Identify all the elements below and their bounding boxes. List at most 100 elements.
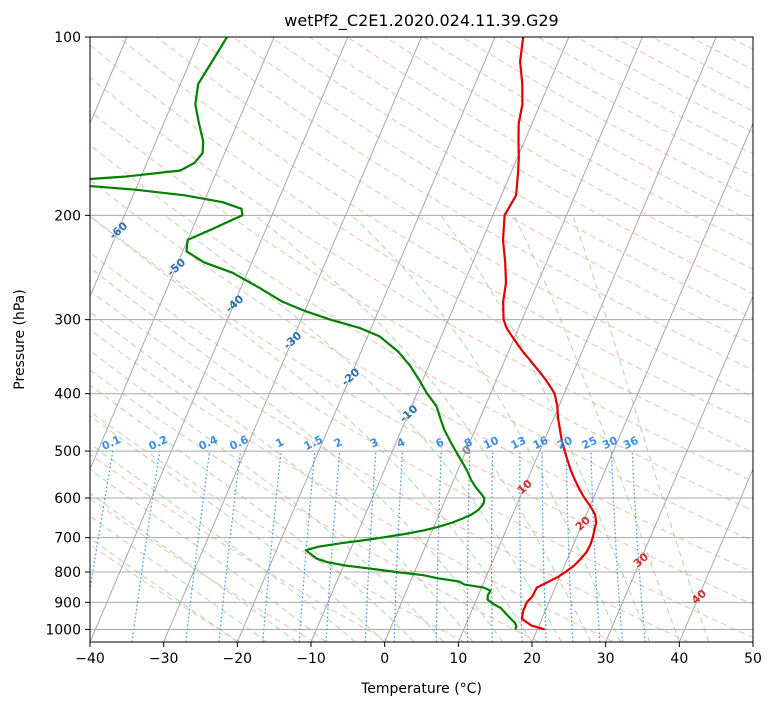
x-tick-label: 30 [597,651,615,667]
mixing-ratio-line [218,451,242,642]
isotherm-label: -70 [49,182,73,205]
mixing-ratio-label: 16 [531,434,551,452]
dewpoint-profile-line [90,37,518,630]
mixing-ratio-label: 13 [509,434,528,452]
dry-adiabat-line [461,37,753,200]
moist-adiabat-line [513,215,680,642]
mixing-ratio-line [325,451,341,642]
isotherm-line [752,640,753,642]
y-tick-label: 200 [54,208,81,224]
dry-adiabat-line [90,76,753,482]
y-tick-label: 100 [54,30,81,46]
isotherm-label: -20 [339,366,363,389]
x-tick-label: 0 [380,651,389,667]
dry-adiabat-line [90,44,753,453]
mixing-ratio-label: 0.2 [147,433,170,453]
moist-adiabat-line [90,311,474,642]
x-tick-label: −30 [149,651,179,667]
x-tick-label: 20 [523,651,541,667]
x-axis-title: Temperature (°C) [360,681,482,697]
mixing-ratio-line [298,451,316,642]
mixing-ratio-label: 0.4 [197,433,220,453]
dry-adiabat-line [90,144,753,542]
mixing-ratio-line [90,450,114,594]
isotherm-line [678,467,753,642]
mixing-ratio-label: 25 [580,434,599,452]
isotherm-label: 10 [515,477,535,497]
dry-adiabat-line [90,498,315,642]
mixing-ratio-line [185,451,211,642]
series-layer [90,37,598,631]
dry-adiabat-line [156,37,753,398]
isotherm-line [163,37,422,642]
mixing-ratio-label: 6 [434,435,447,450]
moist-adiabat-line [90,267,503,642]
x-tick-label: 40 [670,651,688,667]
dry-adiabat-line [232,37,753,345]
y-tick-label: 300 [54,313,81,329]
temperature-profile-line [501,37,598,631]
moist-adiabat-line [90,350,444,642]
dry-adiabat-line [90,453,390,642]
y-tick-label: 900 [54,595,81,611]
moist-adiabat-line [440,215,651,642]
moist-adiabat-line [90,415,386,642]
dry-adiabat-line [728,37,753,50]
x-tick-label: −40 [75,651,105,667]
mixing-ratio-label: 1 [273,435,285,450]
isotherm-label: -30 [281,329,305,352]
dry-adiabat-line [270,37,753,320]
moist-adiabat-line [90,215,533,642]
moist-adiabat-line [90,384,415,642]
y-tick-label: 700 [54,531,81,547]
dry-adiabat-line [90,369,540,642]
moist-adiabat-line [572,215,710,642]
mixing-ratio-label: 0.1 [100,433,123,453]
axis-layer: −40 −30 −20 −10 0 10 20 30 40 5010020030040050060… [45,30,762,667]
moist-adiabat-line [90,442,356,642]
mixing-ratio-line [364,451,377,642]
moist-adiabat-line [164,214,562,642]
y-tick-label: 800 [54,565,81,581]
mixing-ratio-line [631,451,646,642]
dry-adiabat-line [90,215,753,606]
x-tick-label: −10 [296,651,326,667]
isotherm-line [90,37,201,298]
label-layer: 0.10.20.40.611.52346810131620253036-100-… [0,146,709,607]
mixing-ratio-label: 1.5 [302,433,325,453]
isotherm-line [90,37,275,471]
mixing-ratio-label: 0.6 [227,433,250,453]
dry-adiabat-line [537,37,753,155]
dry-adiabat-line [576,37,753,133]
mixing-ratio-line [490,451,494,642]
mixing-ratio-line [262,451,282,642]
moist-adiabat-line [90,515,268,642]
mixing-ratio-line [565,451,574,642]
dry-adiabat-line [652,37,753,91]
mixing-ratio-line [590,451,601,642]
dry-adiabat-line [347,37,753,270]
mixing-ratio-line [131,451,161,642]
x-tick-label: −20 [223,651,253,667]
mixing-ratio-label: 2 [332,435,344,450]
mixing-ratio-line [393,451,404,642]
mixing-ratio-label: 30 [600,434,620,452]
isotherm-line [236,37,496,642]
isotherm-label: -50 [165,256,189,279]
dry-adiabat-line [690,37,753,71]
mixing-ratio-line [466,451,471,642]
dry-adiabat-line [423,37,753,223]
isotherm-line [457,37,717,642]
dry-adiabat-line [90,110,753,512]
isotherm-label: -80 [0,146,14,169]
isotherm-label: 30 [631,550,651,570]
moist-adiabat-line [351,214,621,642]
moist-adiabat-line [90,492,297,642]
chart-title: wetPf2_C2E1.2020.024.11.39.G29 [284,11,558,31]
dry-adiabat-line [90,179,753,573]
x-tick-label: 50 [744,651,762,667]
mixing-ratio-label: 36 [621,434,641,452]
dry-adiabat-line [385,37,753,246]
